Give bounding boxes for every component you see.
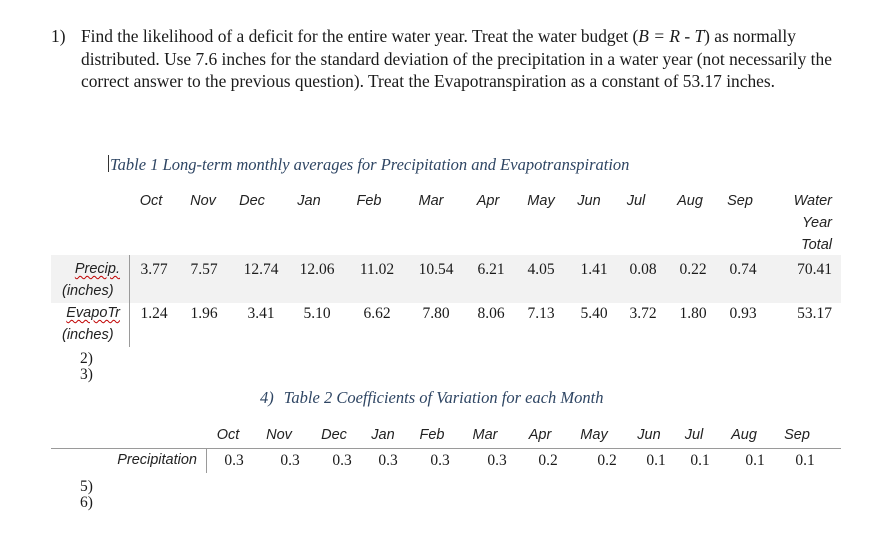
table-cell: 5.40 <box>580 305 608 322</box>
row-label: EvapoTr <box>66 305 120 321</box>
table-cell-total: 70.41 <box>797 261 832 278</box>
column-header-nov: Nov <box>190 193 216 209</box>
column-header-sep: Sep <box>784 427 810 443</box>
column-header-dec: Dec <box>239 193 265 209</box>
table-cell: 0.1 <box>795 452 815 469</box>
table-cell: 6.21 <box>477 261 505 278</box>
question-number: 1) <box>51 26 66 46</box>
table-2-caption: 4) Table 2 Coefficients of Variation for … <box>260 388 604 407</box>
table-cell: 4.05 <box>527 261 555 278</box>
table-cell: 0.2 <box>538 452 558 469</box>
table-cell: 0.3 <box>487 452 507 469</box>
column-header-jan: Jan <box>371 427 395 443</box>
table-cell: 1.96 <box>190 305 218 322</box>
table-cell: 7.13 <box>527 305 555 322</box>
column-header-aug: Aug <box>731 427 757 443</box>
total-header-line: Water <box>793 193 832 209</box>
column-header-mar: Mar <box>418 193 444 209</box>
table-cell: 0.3 <box>430 452 450 469</box>
table-cell: 11.02 <box>359 261 395 278</box>
table-cell: 3.41 <box>247 305 275 322</box>
column-header-jan: Jan <box>297 193 321 209</box>
row-label: Precip. <box>74 261 120 277</box>
table-divider <box>129 255 130 347</box>
column-header-dec: Dec <box>321 427 347 443</box>
table-cell: 0.3 <box>224 452 244 469</box>
column-header-apr: Apr <box>476 193 500 209</box>
table-cell: 1.41 <box>580 261 608 278</box>
table-cell: 6.62 <box>363 305 391 322</box>
table-cell: 0.74 <box>729 261 757 278</box>
table-divider <box>206 449 207 473</box>
table-cell: 0.2 <box>597 452 617 469</box>
column-header-jun: Jun <box>637 427 661 443</box>
table-cell: 8.06 <box>477 305 505 322</box>
total-header-line: Year <box>802 215 832 231</box>
table-cell: 0.22 <box>679 261 707 278</box>
column-header-nov: Nov <box>266 427 292 443</box>
table-top-rule <box>51 448 841 449</box>
column-header-may: May <box>527 193 555 209</box>
question-1: 1) Find the likelihood of a deficit for … <box>51 25 841 93</box>
table-cell: 1.80 <box>679 305 707 322</box>
table-cell: 0.93 <box>729 305 757 322</box>
column-header-jul: Jul <box>626 193 646 209</box>
table-cell-total: 53.17 <box>797 305 832 322</box>
table-cell: 12.06 <box>299 261 335 278</box>
table-cell: 0.1 <box>646 452 666 469</box>
table-cell: 0.3 <box>332 452 352 469</box>
table-cell: 12.74 <box>243 261 279 278</box>
table-1-caption: Table 1 Long-term monthly averages for P… <box>108 155 630 174</box>
list-item: 5) <box>80 478 93 495</box>
table-cell: 0.08 <box>629 261 657 278</box>
row-label: Precipitation <box>117 452 197 468</box>
question-text: Find the likelihood of a deficit for the… <box>81 26 832 91</box>
table-cell: 0.1 <box>745 452 765 469</box>
column-header-oct: Oct <box>216 427 240 443</box>
column-header-aug: Aug <box>677 193 703 209</box>
row-unit: (inches) <box>62 283 114 299</box>
column-header-may: May <box>580 427 608 443</box>
list-item: 3) <box>80 366 93 383</box>
question-list-5-6: 5) 6) <box>80 479 93 511</box>
column-header-oct: Oct <box>139 193 163 209</box>
table-cell: 3.77 <box>140 261 168 278</box>
list-item: 2) <box>80 350 93 367</box>
table-cell: 3.72 <box>629 305 657 322</box>
table-cell: 0.1 <box>690 452 710 469</box>
column-header-jun: Jun <box>577 193 601 209</box>
table-cell: 10.54 <box>418 261 454 278</box>
row-unit: (inches) <box>62 327 114 343</box>
question-list-2-3: 2) 3) <box>80 351 93 383</box>
column-header-sep: Sep <box>727 193 753 209</box>
table-cell: 5.10 <box>303 305 331 322</box>
table-cell: 1.24 <box>140 305 168 322</box>
column-header-apr: Apr <box>528 427 552 443</box>
column-header-feb: Feb <box>356 193 382 209</box>
table-row-band <box>51 255 841 303</box>
table-cell: 7.80 <box>422 305 450 322</box>
column-header-feb: Feb <box>419 427 445 443</box>
text-cursor <box>108 155 109 172</box>
table-cell: 0.3 <box>280 452 300 469</box>
column-header-mar: Mar <box>472 427 498 443</box>
list-item: 6) <box>80 494 93 511</box>
water-budget-equation: B = R - T <box>638 26 705 46</box>
table-cell: 7.57 <box>190 261 218 278</box>
column-header-jul: Jul <box>684 427 704 443</box>
total-header-line: Total <box>801 237 832 253</box>
table-cell: 0.3 <box>378 452 398 469</box>
question-number: 4) <box>260 388 274 407</box>
